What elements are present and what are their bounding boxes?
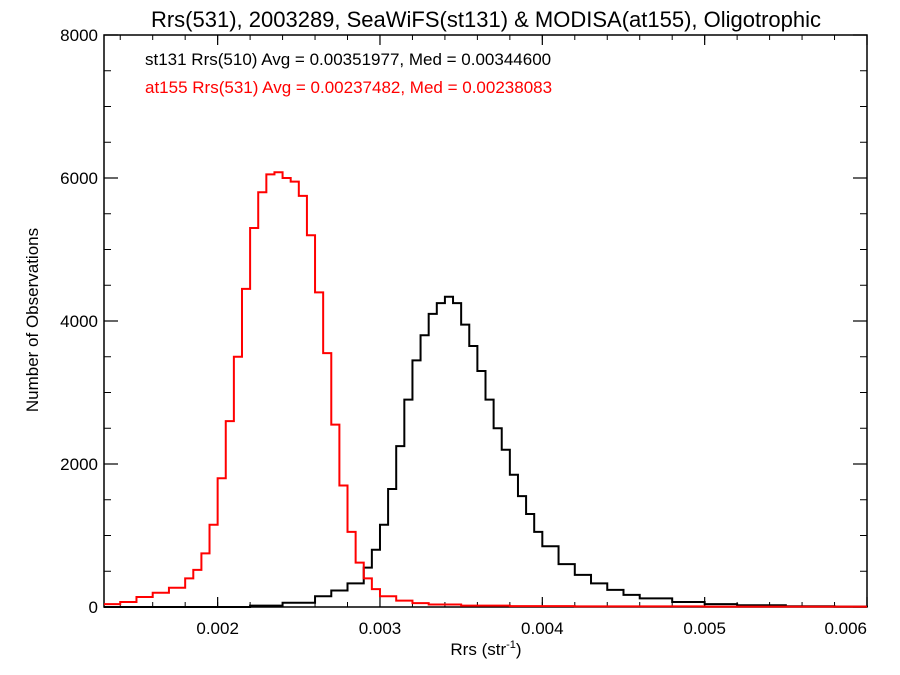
y-tick-label: 6000: [60, 169, 98, 188]
x-tick-label: 0.002: [196, 619, 239, 638]
chart-title: Rrs(531), 2003289, SeaWiFS(st131) & MODI…: [151, 7, 821, 32]
y-axis-label: Number of Observations: [23, 228, 42, 412]
x-axis-label-tail: ): [516, 640, 522, 659]
x-tick-label: 0.005: [683, 619, 726, 638]
axis-ticks: 0.002 0.003 0.004 0.005 0.006 0 2000 4000 6000 80…: [60, 26, 868, 638]
x-tick-label: 0.006: [824, 619, 867, 638]
x-axis-label-superscript: -1: [506, 639, 516, 651]
x-axis-label-main: Rrs (str: [450, 640, 506, 659]
x-tick-label: 0.004: [521, 619, 564, 638]
y-tick-label: 0: [89, 598, 98, 617]
series-st131-line: [104, 295, 868, 608]
x-tick-label: 0.003: [359, 619, 402, 638]
x-axis-label: Rrs (str-1): [450, 639, 521, 659]
legend-entry-st131: st131 Rrs(510) Avg = 0.00351977, Med = 0…: [145, 50, 551, 69]
y-tick-label: 2000: [60, 455, 98, 474]
series-layer: [104, 171, 868, 608]
series-at155-line: [104, 171, 867, 608]
y-tick-label: 8000: [60, 26, 98, 45]
y-tick-label: 4000: [60, 312, 98, 331]
legend-entry-at155: at155 Rrs(531) Avg = 0.00237482, Med = 0…: [145, 78, 552, 97]
